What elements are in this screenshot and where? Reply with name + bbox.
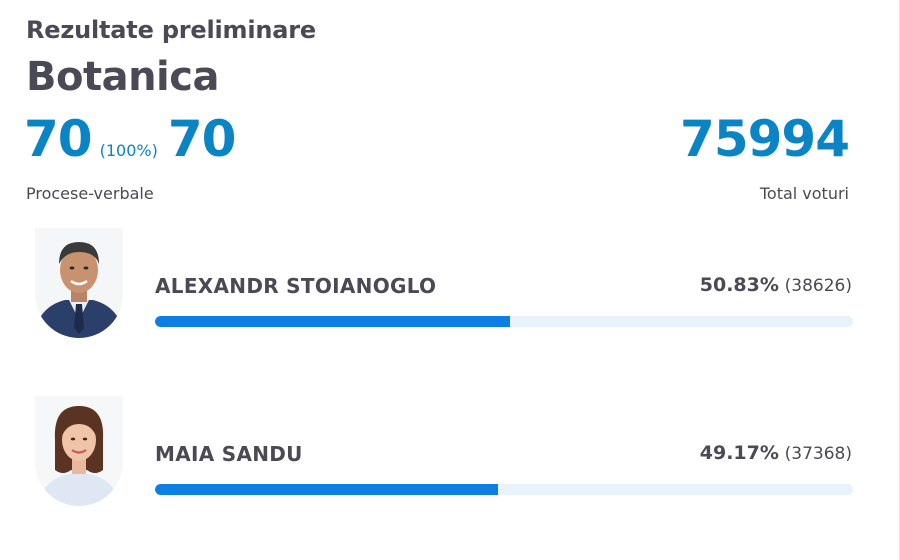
candidate-votes: (37368) (784, 444, 852, 464)
vote-share-fill (155, 484, 499, 495)
candidate-row: ALEXANDR STOIANOGLO 50.83% (38626) (0, 228, 900, 348)
male-portrait-icon (35, 228, 123, 338)
district-title: Botanica (26, 54, 219, 100)
avatar (35, 228, 123, 338)
vote-share-bar (155, 316, 853, 327)
processed-reports-count: 70 (24, 110, 93, 168)
candidate-percent: 49.17% (699, 442, 779, 464)
candidate-name: ALEXANDR STOIANOGLO (155, 274, 437, 298)
candidate-row: MAIA SANDU 49.17% (37368) (0, 396, 900, 516)
candidate-percent: 50.83% (699, 274, 779, 296)
candidate-result: 49.17% (37368) (700, 442, 852, 464)
results-subtitle: Rezultate preliminare (26, 16, 316, 44)
candidate-name: MAIA SANDU (155, 442, 303, 466)
reports-label: Procese-verbale (26, 184, 154, 203)
female-portrait-icon (35, 396, 123, 506)
vote-share-fill (155, 316, 510, 327)
total-reports-count: 70 (167, 110, 237, 168)
votes-stats: 75994 (680, 114, 850, 164)
candidate-votes: (38626) (784, 276, 852, 296)
reports-stats: 70 (100%) 70 (24, 110, 237, 168)
vote-share-bar (155, 484, 853, 495)
avatar (35, 396, 123, 506)
votes-label: Total voturi (759, 184, 849, 203)
candidate-result: 50.83% (38626) (700, 274, 852, 296)
processed-reports-percent: (100%) (99, 141, 158, 160)
total-votes-count: 75994 (680, 110, 850, 168)
